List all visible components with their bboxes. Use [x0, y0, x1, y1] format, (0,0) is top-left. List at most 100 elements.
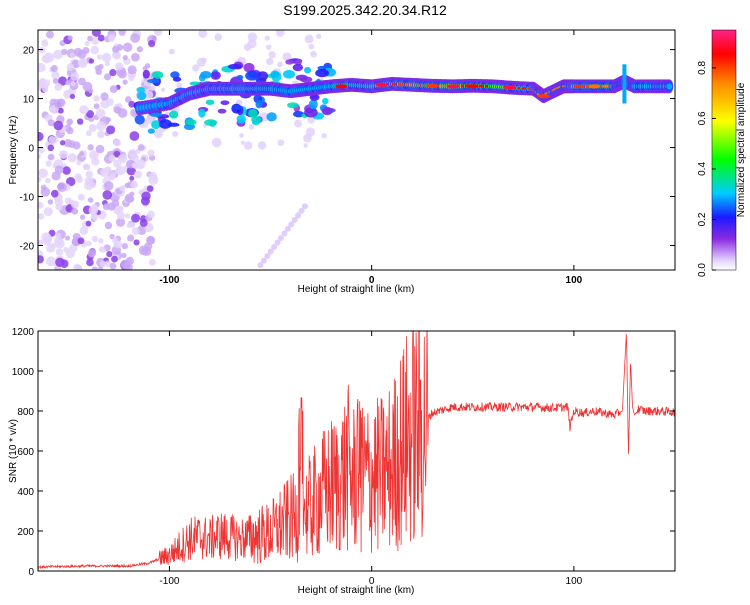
noise-blob: [40, 77, 46, 84]
noise-blob: [76, 160, 82, 166]
snr-x-label: Height of straight line (km): [298, 585, 415, 596]
noise-blob: [137, 144, 145, 151]
noise-blob: [198, 30, 208, 38]
noise-blob: [91, 266, 99, 270]
noise-blob: [38, 168, 48, 179]
noise-blob: [91, 37, 100, 45]
noise-blob: [121, 252, 127, 259]
noise-blob: [88, 123, 97, 132]
noise-blob: [86, 240, 92, 247]
noise-blob: [113, 206, 123, 215]
noise-blob: [304, 34, 314, 44]
noise-blob: [100, 98, 110, 109]
colorbar-tick-label: 0.2: [697, 212, 708, 226]
snr-y-tick-label: 800: [17, 407, 34, 418]
colorbar-tick-label: 0.6: [697, 111, 708, 125]
noise-blob: [264, 253, 271, 260]
noise-blob: [99, 260, 107, 268]
noise-blob: [122, 261, 133, 270]
energy-blob: [266, 112, 277, 122]
noise-blob: [301, 203, 308, 210]
noise-blob: [141, 246, 152, 257]
spectrogram-y-label: Frequency (Hz): [8, 116, 19, 185]
noise-blob: [47, 153, 55, 161]
y-tick-label: -20: [20, 242, 35, 253]
noise-blob: [50, 64, 58, 73]
energy-blob: [136, 86, 146, 93]
colorbar-gradient: [711, 29, 737, 271]
noise-blob: [115, 217, 126, 227]
x-tick-label: -100: [159, 275, 179, 286]
noise-blob: [44, 177, 51, 184]
noise-blob: [101, 52, 112, 63]
noise-blob: [57, 182, 67, 193]
energy-blob: [309, 93, 320, 101]
ridge-hotspot: [375, 82, 388, 87]
figure-title: S199.2025.342.20.34.R12: [283, 2, 447, 18]
noise-blob: [113, 139, 121, 147]
noise-blob: [282, 52, 292, 62]
noise-blob: [268, 51, 276, 59]
noise-blob: [45, 160, 52, 167]
energy-blob: [170, 71, 180, 79]
noise-blob: [277, 139, 285, 147]
ridge-hotspot: [503, 85, 516, 90]
noise-blob: [57, 76, 68, 86]
ridge-spike: [622, 64, 627, 104]
noise-blob: [120, 185, 126, 191]
noise-blob: [102, 203, 110, 211]
noise-blob: [88, 58, 95, 64]
energy-blob: [270, 70, 280, 78]
y-tick-label: -10: [20, 193, 35, 204]
snr-x-tick-label: 100: [566, 576, 583, 587]
noise-blob: [122, 79, 128, 85]
snr-line: [38, 331, 675, 570]
noise-blob: [308, 43, 315, 50]
colorbar: 0.0 0.2 0.4 0.6 0.8 Normalized spectral ampl…: [697, 29, 747, 277]
noise-blob: [73, 263, 82, 270]
noise-blob: [76, 118, 84, 125]
energy-blob: [287, 102, 299, 109]
noise-blob: [298, 207, 305, 214]
ridge-hotspot: [588, 84, 601, 89]
noise-blob: [148, 258, 156, 266]
noise-blob: [89, 150, 99, 160]
noise-blob: [82, 81, 93, 92]
noise-blob: [310, 50, 317, 58]
energy-blob: [210, 71, 221, 80]
noise-blob: [111, 255, 118, 263]
noise-blob: [47, 119, 55, 127]
noise-blob: [95, 144, 105, 154]
noise-blob: [102, 190, 113, 200]
noise-blob: [142, 65, 148, 71]
noise-blob: [71, 200, 79, 209]
noise-blob: [43, 207, 53, 217]
noise-blob: [117, 69, 127, 79]
noise-blob: [64, 197, 72, 205]
noise-blob: [264, 35, 270, 41]
noise-blob: [38, 131, 44, 142]
noise-blob: [38, 239, 44, 246]
noise-blob: [88, 205, 99, 216]
energy-blob: [236, 74, 244, 80]
energy-blob: [220, 100, 230, 106]
noise-blob: [106, 125, 116, 135]
energy-blob: [200, 71, 212, 79]
noise-blob: [47, 199, 54, 205]
noise-blob: [106, 250, 113, 258]
noise-blob: [130, 180, 139, 189]
noise-blob: [61, 48, 68, 56]
noise-blob: [86, 110, 95, 118]
noise-blob: [53, 120, 64, 131]
noise-blob: [69, 93, 76, 100]
noise-blob: [113, 241, 120, 248]
energy-blob: [292, 63, 304, 72]
noise-blob: [127, 65, 137, 75]
energy-blob: [209, 120, 217, 127]
noise-blob: [274, 239, 281, 246]
noise-blob: [52, 78, 59, 84]
noise-blob: [91, 30, 101, 37]
colorbar-tick-label: 0.4: [697, 162, 708, 176]
